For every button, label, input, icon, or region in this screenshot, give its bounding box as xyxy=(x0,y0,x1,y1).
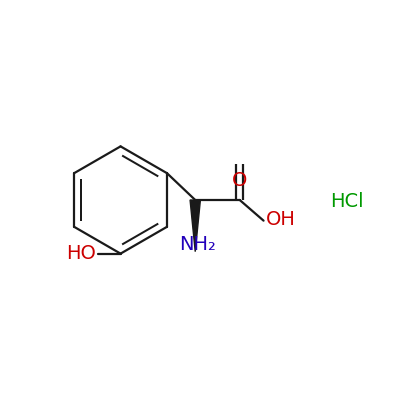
Text: HO: HO xyxy=(66,244,96,263)
Text: O: O xyxy=(232,171,248,190)
Polygon shape xyxy=(190,200,200,252)
Text: NH₂: NH₂ xyxy=(179,235,216,254)
Text: OH: OH xyxy=(266,210,296,229)
Text: HCl: HCl xyxy=(330,192,364,212)
